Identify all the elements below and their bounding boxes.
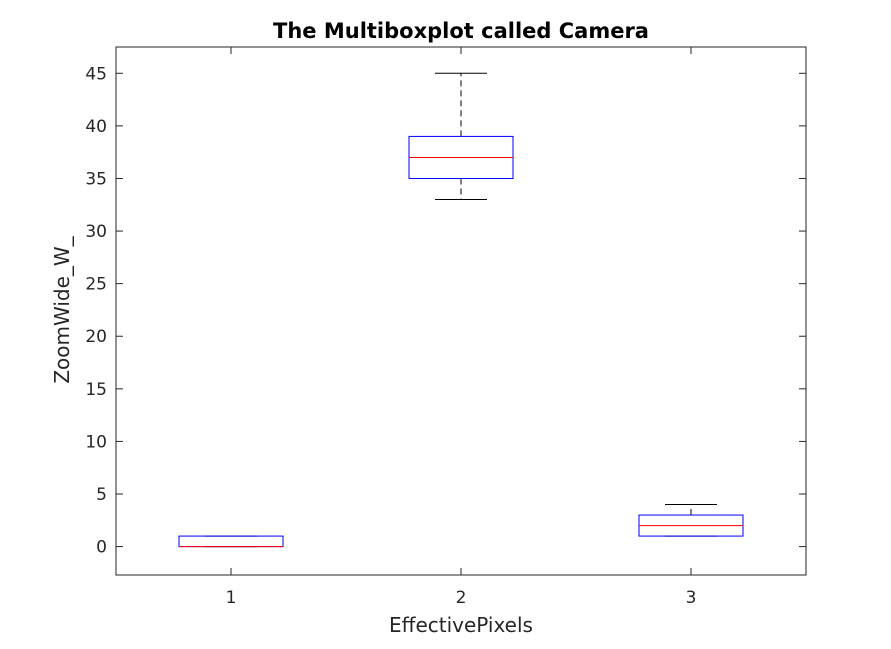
y-tick-label: 45 bbox=[85, 64, 107, 84]
plot-area: 0 5 10 15 20 25 30 35 40 45 1 2 3 bbox=[85, 46, 807, 608]
y-tick-label: 35 bbox=[85, 169, 107, 189]
y-tick-label: 10 bbox=[85, 432, 107, 452]
y-tick-label: 15 bbox=[85, 380, 107, 400]
y-tick-label: 30 bbox=[85, 222, 107, 242]
box-1 bbox=[178, 535, 284, 548]
x-tick-label: 3 bbox=[686, 588, 697, 608]
chart-title: The Multiboxplot called Camera bbox=[273, 19, 649, 43]
x-tick-label: 1 bbox=[226, 588, 237, 608]
y-axis-label: ZoomWide_W_ bbox=[50, 235, 74, 383]
y-tick-label: 40 bbox=[85, 117, 107, 137]
y-tick-label: 25 bbox=[85, 275, 107, 295]
y-tick-label: 5 bbox=[96, 485, 107, 505]
y-tick-label: 0 bbox=[96, 538, 107, 558]
x-axis-label: EffectivePixels bbox=[389, 613, 533, 637]
y-tick-label: 20 bbox=[85, 327, 107, 347]
x-tick-label: 2 bbox=[456, 588, 467, 608]
